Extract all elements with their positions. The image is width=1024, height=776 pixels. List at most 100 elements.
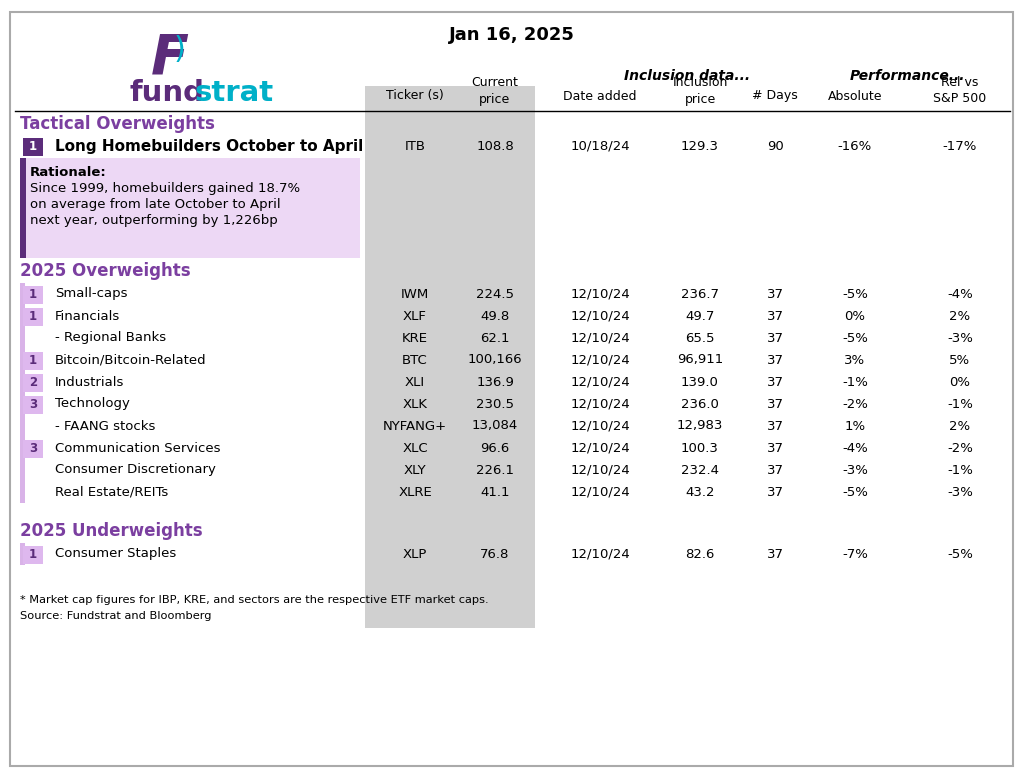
Text: 37: 37	[767, 331, 783, 345]
Text: # Days: # Days	[752, 89, 798, 102]
Text: 0%: 0%	[845, 310, 865, 323]
Text: 37: 37	[767, 486, 783, 498]
Text: F: F	[152, 32, 189, 86]
Text: 2: 2	[29, 376, 37, 389]
Text: -4%: -4%	[842, 442, 868, 455]
Text: Real Estate/REITs: Real Estate/REITs	[55, 486, 168, 498]
Text: 232.4: 232.4	[681, 463, 719, 476]
Text: BTC: BTC	[402, 354, 428, 366]
FancyBboxPatch shape	[20, 158, 26, 258]
Text: Bitcoin/Bitcoin-Related: Bitcoin/Bitcoin-Related	[55, 354, 207, 366]
Text: 96,911: 96,911	[677, 354, 723, 366]
Text: -2%: -2%	[842, 397, 868, 411]
Text: Inclusion
price: Inclusion price	[673, 77, 728, 106]
Text: 37: 37	[767, 463, 783, 476]
Text: 1: 1	[29, 354, 37, 366]
Text: Current
price: Current price	[472, 77, 518, 106]
Text: 12/10/24: 12/10/24	[570, 420, 630, 432]
Text: -5%: -5%	[947, 548, 973, 560]
Text: NYFANG+: NYFANG+	[383, 420, 447, 432]
Text: Jan 16, 2025: Jan 16, 2025	[450, 26, 574, 44]
Text: -5%: -5%	[842, 331, 868, 345]
Text: 1: 1	[29, 287, 37, 300]
Text: 12/10/24: 12/10/24	[570, 397, 630, 411]
FancyBboxPatch shape	[20, 158, 360, 258]
Text: Technology: Technology	[55, 397, 130, 411]
Text: Rationale:: Rationale:	[30, 166, 106, 179]
Text: 76.8: 76.8	[480, 548, 510, 560]
Text: * Market cap figures for IBP, KRE, and sectors are the respective ETF market cap: * Market cap figures for IBP, KRE, and s…	[20, 595, 488, 605]
Text: 37: 37	[767, 376, 783, 389]
Text: XLY: XLY	[403, 463, 426, 476]
Text: 2025 Overweights: 2025 Overweights	[20, 262, 190, 280]
Text: 13,084: 13,084	[472, 420, 518, 432]
Text: -1%: -1%	[947, 463, 973, 476]
Text: 90: 90	[767, 140, 783, 153]
Text: -2%: -2%	[947, 442, 973, 455]
Text: next year, outperforming by 1,226bp: next year, outperforming by 1,226bp	[30, 214, 278, 227]
Text: -5%: -5%	[842, 287, 868, 300]
Text: -17%: -17%	[943, 140, 977, 153]
Text: 12/10/24: 12/10/24	[570, 376, 630, 389]
Text: 12/10/24: 12/10/24	[570, 287, 630, 300]
Text: Financials: Financials	[55, 310, 120, 323]
Text: 2%: 2%	[949, 420, 971, 432]
FancyBboxPatch shape	[10, 12, 1013, 766]
Text: 12/10/24: 12/10/24	[570, 463, 630, 476]
Text: 82.6: 82.6	[685, 548, 715, 560]
Text: XLF: XLF	[403, 310, 427, 323]
Text: 37: 37	[767, 354, 783, 366]
Text: -5%: -5%	[842, 486, 868, 498]
Text: Rel vs
S&P 500: Rel vs S&P 500	[933, 77, 987, 106]
FancyBboxPatch shape	[20, 543, 25, 565]
Text: 12/10/24: 12/10/24	[570, 548, 630, 560]
Text: 1: 1	[29, 548, 37, 560]
Text: 12/10/24: 12/10/24	[570, 310, 630, 323]
Text: 12/10/24: 12/10/24	[570, 486, 630, 498]
Text: Consumer Staples: Consumer Staples	[55, 548, 176, 560]
FancyBboxPatch shape	[23, 286, 43, 304]
Text: fund: fund	[130, 79, 205, 107]
Text: Inclusion data...: Inclusion data...	[625, 69, 751, 83]
Text: -3%: -3%	[842, 463, 868, 476]
Text: 49.7: 49.7	[685, 310, 715, 323]
Text: 2%: 2%	[949, 310, 971, 323]
Text: XLK: XLK	[402, 397, 427, 411]
Text: XLI: XLI	[404, 376, 425, 389]
Text: XLC: XLC	[402, 442, 428, 455]
Text: 129.3: 129.3	[681, 140, 719, 153]
Text: 230.5: 230.5	[476, 397, 514, 411]
FancyBboxPatch shape	[20, 283, 25, 503]
Text: 100.3: 100.3	[681, 442, 719, 455]
Text: Consumer Discretionary: Consumer Discretionary	[55, 463, 216, 476]
Text: 12,983: 12,983	[677, 420, 723, 432]
Text: 0%: 0%	[949, 376, 971, 389]
Text: 37: 37	[767, 420, 783, 432]
Text: 65.5: 65.5	[685, 331, 715, 345]
Text: KRE: KRE	[402, 331, 428, 345]
Text: 37: 37	[767, 442, 783, 455]
Text: 136.9: 136.9	[476, 376, 514, 389]
Text: 100,166: 100,166	[468, 354, 522, 366]
Text: 10/18/24: 10/18/24	[570, 140, 630, 153]
Text: -3%: -3%	[947, 486, 973, 498]
Text: 37: 37	[767, 287, 783, 300]
Text: 5%: 5%	[949, 354, 971, 366]
Text: 139.0: 139.0	[681, 376, 719, 389]
Text: 96.6: 96.6	[480, 442, 510, 455]
Text: Date added: Date added	[563, 89, 637, 102]
Text: IWM: IWM	[400, 287, 429, 300]
Text: 1: 1	[29, 310, 37, 323]
Text: Communication Services: Communication Services	[55, 442, 220, 455]
Text: 236.0: 236.0	[681, 397, 719, 411]
Text: 37: 37	[767, 397, 783, 411]
FancyBboxPatch shape	[365, 86, 535, 628]
FancyBboxPatch shape	[23, 374, 43, 392]
Text: 224.5: 224.5	[476, 287, 514, 300]
Text: -1%: -1%	[947, 397, 973, 411]
Text: 12/10/24: 12/10/24	[570, 442, 630, 455]
Text: Small-caps: Small-caps	[55, 287, 128, 300]
Text: -7%: -7%	[842, 548, 868, 560]
Text: strat: strat	[195, 79, 274, 107]
FancyBboxPatch shape	[23, 308, 43, 326]
